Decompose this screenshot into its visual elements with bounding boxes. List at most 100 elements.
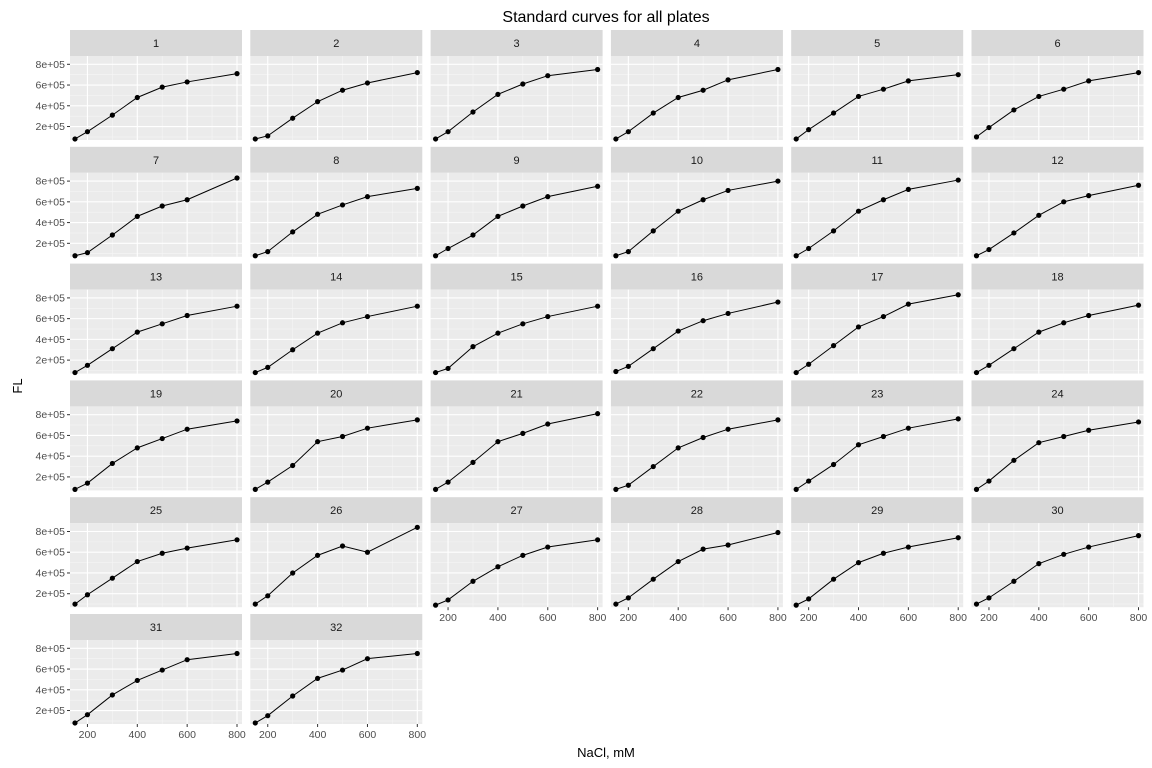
data-point	[1135, 419, 1142, 425]
x-tick-label: 600	[359, 729, 377, 741]
panel-plot-area	[610, 172, 783, 259]
panel-plot-area: 2e+05 4e+05 6e+05 8e+05	[36, 289, 242, 376]
panel-plot-area: 200 400 600 800	[791, 523, 967, 624]
data-point	[955, 535, 961, 541]
data-point	[725, 426, 731, 432]
data-point	[1135, 302, 1142, 308]
data-point	[252, 369, 258, 376]
facet-strip	[971, 380, 1144, 407]
data-point	[830, 228, 837, 234]
data-point	[775, 529, 781, 536]
data-point	[315, 675, 321, 681]
data-point	[1061, 433, 1067, 440]
data-point	[1011, 107, 1017, 113]
panel-plot-area	[610, 56, 783, 142]
data-point	[252, 486, 258, 492]
y-tick-label: 2e+05	[36, 121, 66, 133]
facet-panel: 23	[791, 380, 964, 492]
data-point	[973, 134, 980, 140]
x-tick-label: 800	[228, 729, 246, 741]
x-tick-label: 800	[769, 612, 787, 624]
data-point	[1011, 346, 1017, 352]
data-point	[793, 136, 799, 142]
facet-panel: 14	[250, 263, 423, 376]
x-tick-label: 600	[1080, 612, 1098, 624]
data-point	[414, 303, 420, 309]
facet-panel: 27 200 400 600 800	[430, 497, 607, 624]
data-point	[445, 245, 451, 252]
data-point	[252, 720, 258, 726]
facet-panel: 9	[430, 146, 603, 259]
data-point	[184, 426, 190, 432]
chart-title: Standard curves for all plates	[502, 9, 709, 26]
facet-strip	[250, 30, 423, 56]
data-point	[265, 364, 271, 370]
data-point	[252, 601, 258, 607]
data-point	[470, 578, 476, 584]
panel-plot-area	[250, 523, 423, 608]
data-point	[1036, 561, 1042, 567]
x-tick-label: 400	[129, 729, 147, 741]
facet-strip	[791, 263, 964, 290]
data-point	[955, 292, 961, 298]
data-point	[625, 363, 631, 369]
x-tick-label: 400	[850, 612, 868, 624]
data-point	[234, 175, 240, 181]
panel-background	[250, 640, 423, 724]
facet-strip-label: 27	[510, 505, 522, 517]
data-point	[986, 595, 992, 601]
panel-plot-area	[971, 406, 1144, 492]
facet-panel: 15	[430, 263, 603, 376]
data-point	[290, 347, 296, 353]
data-point	[339, 87, 346, 93]
y-tick-label: 8e+05	[36, 526, 66, 538]
facet-strip	[430, 497, 603, 524]
data-point	[445, 129, 451, 135]
data-point	[806, 478, 812, 484]
facet-panel: 13 2e+05 4e+05 6e+05 8e+05	[36, 263, 242, 376]
data-point	[905, 186, 911, 192]
data-point	[184, 79, 190, 85]
panel-plot-area	[430, 56, 603, 142]
data-point	[315, 552, 321, 558]
data-point	[830, 343, 837, 349]
panel-plot-area: 200 400 600 800	[430, 523, 607, 624]
data-point	[1061, 551, 1067, 557]
data-point	[520, 321, 526, 327]
panel-plot-area	[971, 56, 1144, 140]
y-tick-label: 8e+05	[36, 292, 66, 304]
data-point	[1061, 199, 1067, 205]
data-point	[1036, 329, 1042, 335]
data-point	[445, 479, 451, 485]
facet-strip	[70, 146, 242, 173]
panel-plot-area: 2e+05 4e+05 6e+05 8e+05	[36, 56, 242, 142]
data-point	[1011, 457, 1017, 463]
y-axis-title: FL	[10, 378, 25, 393]
facet-panel: 21	[430, 380, 603, 492]
facet-strip	[250, 497, 423, 524]
facet-panel: 26	[250, 497, 423, 608]
data-point	[545, 194, 551, 200]
data-point	[905, 425, 911, 431]
data-point	[109, 112, 115, 118]
data-point	[880, 86, 887, 92]
panel-background	[610, 523, 783, 608]
data-point	[159, 667, 165, 673]
y-tick-label: 2e+05	[36, 588, 66, 600]
facet-strip-label: 5	[874, 38, 880, 50]
data-point	[184, 545, 190, 551]
data-point	[675, 94, 681, 101]
data-point	[339, 543, 346, 549]
facet-panel: 10	[610, 146, 783, 259]
data-point	[364, 194, 371, 200]
facet-strip-label: 6	[1054, 38, 1060, 50]
x-tick-label: 200	[800, 612, 818, 624]
data-point	[545, 73, 551, 79]
facet-strip-label: 2	[333, 38, 339, 50]
data-point	[159, 203, 165, 209]
facet-strip	[250, 146, 423, 173]
panel-background	[791, 289, 964, 374]
panel-background	[791, 56, 964, 140]
